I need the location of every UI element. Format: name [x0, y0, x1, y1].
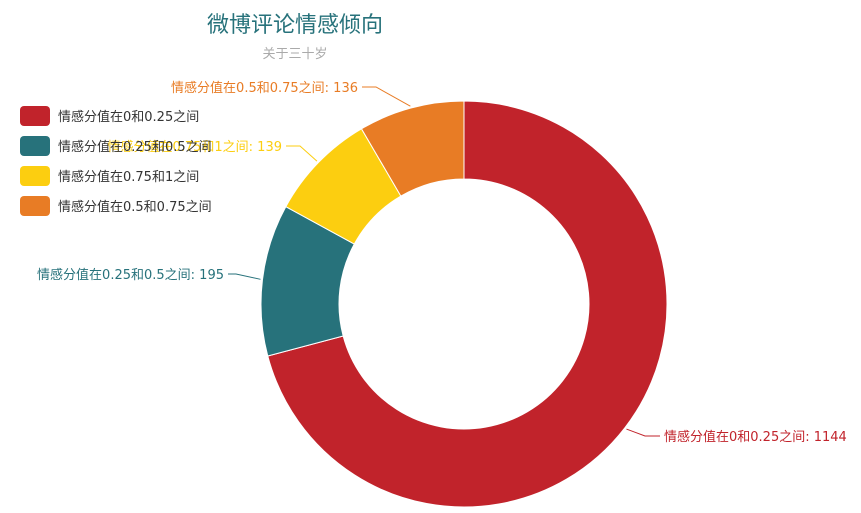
- slice-1[interactable]: [267, 100, 668, 508]
- callout-label-3: 情感分值在0.75和1之间: 139: [107, 139, 282, 155]
- legend-label-2[interactable]: 情感分值在0.25和0.5之间: [58, 139, 212, 155]
- chart-subtitle: 关于三十岁: [262, 47, 327, 62]
- legend-swatch-1[interactable]: [20, 106, 50, 126]
- donut-slices: [260, 100, 668, 508]
- legend: 情感分值在0和0.25之间情感分值在0.25和0.5之间情感分值在0.75和1之…: [20, 106, 212, 216]
- callout-line-3: [286, 145, 318, 162]
- callout-label-4: 情感分值在0.5和0.75之间: 136: [171, 80, 358, 96]
- slice-4[interactable]: [360, 100, 465, 197]
- legend-label-4[interactable]: 情感分值在0.5和0.75之间: [58, 199, 212, 215]
- slice-callouts: 情感分值在0和0.25之间: 1144 情感分值在0.25和0.5之间: 195 情…: [37, 80, 847, 445]
- callout-line-2: [228, 273, 261, 280]
- callout-line-1: [626, 428, 660, 437]
- legend-swatch-3[interactable]: [20, 166, 50, 186]
- legend-label-3[interactable]: 情感分值在0.75和1之间: [58, 169, 199, 185]
- legend-label-1[interactable]: 情感分值在0和0.25之间: [58, 109, 199, 125]
- legend-swatch-4[interactable]: [20, 196, 50, 216]
- legend-swatch-2[interactable]: [20, 136, 50, 156]
- callout-label-2: 情感分值在0.25和0.5之间: 195: [37, 267, 224, 283]
- callout-label-1: 情感分值在0和0.25之间: 1144: [664, 429, 847, 445]
- callout-line-4: [362, 86, 411, 107]
- chart-title: 微博评论情感倾向: [207, 13, 383, 38]
